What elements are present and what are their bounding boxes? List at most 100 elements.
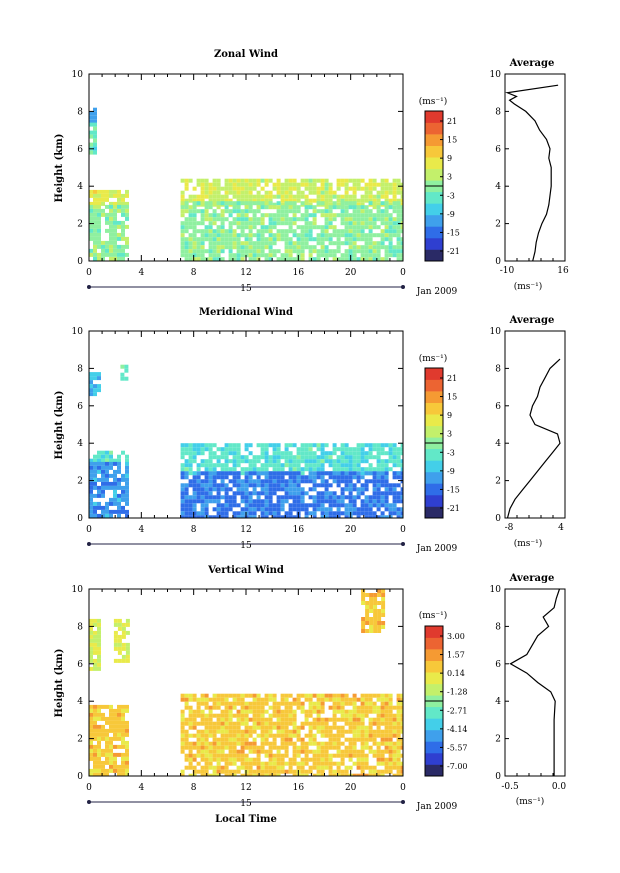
heatmap-cell	[105, 220, 109, 225]
heatmap-cell	[188, 693, 193, 698]
heatmap-cell	[372, 447, 377, 452]
heatmap-cell	[360, 198, 365, 203]
heatmap-cell	[308, 455, 313, 460]
heatmap-cell	[268, 749, 273, 754]
heatmap-cell	[256, 217, 261, 222]
heatmap-cell	[372, 729, 377, 734]
heatmap-cell	[196, 705, 201, 710]
heatmap-cell	[184, 198, 189, 203]
heatmap-cell	[368, 178, 373, 183]
heatmap-cell	[388, 701, 393, 706]
heatmap-cell	[113, 732, 117, 737]
heatmap-cell	[300, 451, 305, 456]
heatmap-cell	[304, 515, 309, 518]
heatmap-cell	[240, 225, 245, 230]
heatmap-cell	[236, 455, 241, 460]
heatmap-cell	[300, 225, 305, 230]
heatmap-cell	[180, 225, 185, 230]
heatmap-cell	[300, 194, 305, 199]
heatmap-cell	[89, 748, 93, 753]
x-tick-label: 0	[86, 525, 92, 535]
heatmap-cell	[296, 451, 301, 456]
heatmap-cell	[364, 205, 369, 210]
heatmap-cell	[192, 233, 197, 238]
heatmap-cell	[244, 221, 249, 226]
heatmap-cell	[93, 197, 97, 202]
heatmap-cell	[97, 189, 101, 194]
heatmap-cell	[368, 253, 373, 258]
heatmap-cell	[260, 737, 265, 742]
heatmap-cell	[272, 733, 277, 738]
heatmap-cell	[300, 741, 305, 746]
heatmap-cell	[184, 221, 189, 226]
heatmap-cell	[396, 245, 401, 250]
heatmap-cell	[105, 728, 109, 733]
heatmap-cell	[396, 713, 401, 718]
heatmap-cell	[368, 773, 373, 776]
heatmap-cell	[312, 225, 317, 230]
heatmap-cell	[224, 455, 229, 460]
heatmap-cell	[308, 451, 313, 456]
heatmap-cell	[376, 769, 381, 774]
heatmap-cell	[105, 505, 109, 510]
heatmap-cell	[388, 249, 393, 254]
heatmap-cell	[204, 178, 209, 183]
heatmap-cell	[252, 483, 257, 488]
heatmap-cell	[352, 729, 357, 734]
heatmap-cell	[101, 469, 105, 474]
heatmap-cell	[364, 713, 369, 718]
heatmap-cell	[324, 249, 329, 254]
heatmap-cell	[332, 725, 337, 730]
heatmap-cell	[260, 186, 265, 191]
heatmap-cell	[396, 729, 401, 734]
heatmap-cell	[117, 716, 121, 721]
heatmap-cell	[332, 745, 337, 750]
heatmap-cell	[200, 709, 205, 714]
heatmap-cell	[105, 193, 109, 198]
heatmap-cell	[113, 220, 117, 225]
heatmap-cell	[332, 241, 337, 246]
heatmap-cell	[296, 245, 301, 250]
heatmap-cell	[244, 733, 249, 738]
heatmap-cell	[208, 257, 213, 261]
heatmap-cell	[384, 765, 389, 770]
heatmap-cell	[236, 198, 241, 203]
heatmap-cell	[236, 221, 241, 226]
heatmap-cell	[93, 134, 97, 139]
heatmap-cell	[352, 753, 357, 758]
colorbar-swatch	[425, 425, 443, 438]
heatmap-cell	[340, 753, 345, 758]
heatmap-cell	[300, 499, 305, 504]
colorbar-tick-label: -15	[447, 485, 460, 494]
heatmap-cell	[364, 515, 369, 518]
heatmap-cell	[336, 471, 341, 476]
heatmap-cell	[392, 451, 397, 456]
heatmap-cell	[332, 225, 337, 230]
heatmap-cell	[188, 713, 193, 718]
heatmap-cell	[328, 737, 333, 742]
heatmap-cell	[97, 704, 101, 709]
heatmap-cell	[276, 249, 281, 254]
heatmap-cell	[384, 190, 389, 195]
heatmap-cell	[212, 733, 217, 738]
heatmap-cell	[280, 717, 285, 722]
heatmap-cell	[200, 249, 205, 254]
heatmap-cell	[117, 193, 121, 198]
heatmap-cell	[376, 213, 381, 218]
heatmap-cell	[384, 249, 389, 254]
heatmap-cell	[240, 491, 245, 496]
heatmap-cell	[117, 248, 121, 253]
heatmap-cell	[184, 225, 189, 230]
heatmap-cell	[204, 463, 209, 468]
heatmap-cell	[364, 761, 369, 766]
heatmap-cell	[224, 471, 229, 476]
heatmap-cell	[196, 511, 201, 516]
heatmap-cell	[368, 769, 373, 774]
heatmap-cell	[180, 249, 185, 254]
heatmap-cell	[356, 209, 361, 214]
heatmap-cell	[312, 705, 317, 710]
heatmap-cell	[344, 475, 349, 480]
heatmap-cell	[93, 724, 97, 729]
heatmap-cell	[216, 761, 221, 766]
heatmap-cell	[280, 479, 285, 484]
